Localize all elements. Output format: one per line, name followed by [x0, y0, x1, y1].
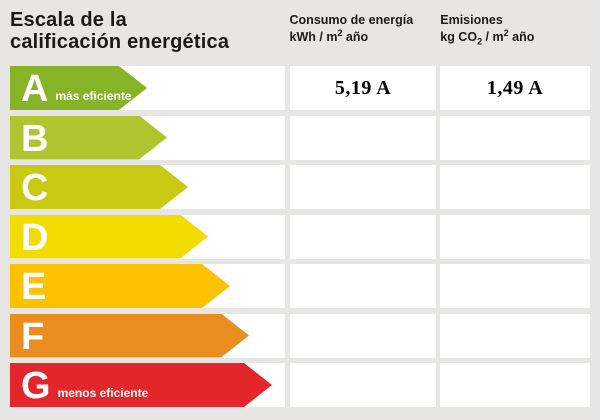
arrow-cell-d: D: [10, 214, 285, 259]
emisiones-value-e: [440, 264, 590, 308]
title-line-1: Escala de la: [10, 9, 127, 31]
consumo-value-e: [290, 264, 436, 308]
rating-letter-g: G: [21, 365, 51, 407]
rating-row-a: A más eficiente 5,19 A 1,49 A: [10, 66, 590, 110]
arrow-cell-f: F: [10, 313, 285, 358]
rating-note-g: menos eficiente: [57, 386, 149, 400]
rating-row-f: F: [10, 313, 590, 358]
rating-row-b: B: [10, 115, 590, 160]
superscript-2: 2: [337, 27, 343, 38]
arrow-cell-e: E: [10, 264, 285, 308]
rating-row-d: D: [10, 214, 590, 259]
consumo-value-g: [290, 363, 436, 407]
rating-arrow-d: D: [10, 215, 208, 259]
rating-letter-d: D: [21, 216, 49, 259]
header: Escala de la calificación energética Con…: [0, 0, 600, 66]
arrow-cell-g: G menos eficiente: [10, 363, 285, 407]
column-header-consumo: Consumo de energía kWh / m2 año: [290, 9, 441, 66]
page-title: Escala de la calificación energética: [10, 9, 290, 66]
emisiones-value-d: [440, 214, 590, 259]
emisiones-title: Emisiones: [440, 13, 503, 27]
rating-letter-a: A: [21, 68, 49, 110]
rating-letter-b: B: [21, 117, 49, 160]
emisiones-value-g: [440, 363, 590, 407]
consumo-value-f: [290, 313, 436, 358]
rating-row-c: C: [10, 165, 590, 209]
consumo-value-a: 5,19 A: [290, 66, 436, 110]
rating-note-a: más eficiente: [55, 89, 132, 103]
emisiones-value-c: [440, 165, 590, 209]
arrow-cell-b: B: [10, 115, 285, 160]
rating-letter-f: F: [21, 315, 45, 358]
arrow-cell-c: C: [10, 165, 285, 209]
rating-arrow-g: G menos eficiente: [10, 363, 272, 407]
emisiones-value-a: 1,49 A: [440, 66, 590, 110]
title-line-2: calificación energética: [10, 31, 230, 53]
consumo-value-b: [290, 115, 436, 160]
emisiones-value-b: [440, 115, 590, 160]
rating-scale: A más eficiente 5,19 A 1,49 A B C: [0, 66, 600, 407]
rating-arrow-e: E: [10, 264, 230, 308]
consumo-unit: kWh / m2 año: [289, 27, 369, 44]
consumo-value-d: [290, 214, 436, 259]
column-header-emisiones: Emisiones kg CO2 / m2 año: [440, 9, 590, 66]
rating-arrow-f: F: [10, 314, 249, 358]
rating-arrow-c: C: [10, 165, 188, 209]
rating-letter-e: E: [21, 266, 47, 308]
arrow-cell-a: A más eficiente: [10, 66, 285, 110]
rating-row-e: E: [10, 264, 590, 308]
rating-letter-c: C: [21, 167, 49, 209]
emisiones-value-f: [440, 313, 590, 358]
rating-row-g: G menos eficiente: [10, 363, 590, 407]
consumo-title: Consumo de energía: [289, 13, 414, 27]
consumo-value-c: [290, 165, 436, 209]
emisiones-unit: kg CO2 / m2 año: [440, 27, 535, 47]
rating-arrow-b: B: [10, 116, 167, 160]
superscript-2: 2: [503, 27, 509, 38]
rating-arrow-a: A más eficiente: [10, 66, 147, 110]
subscript-2: 2: [477, 36, 483, 47]
